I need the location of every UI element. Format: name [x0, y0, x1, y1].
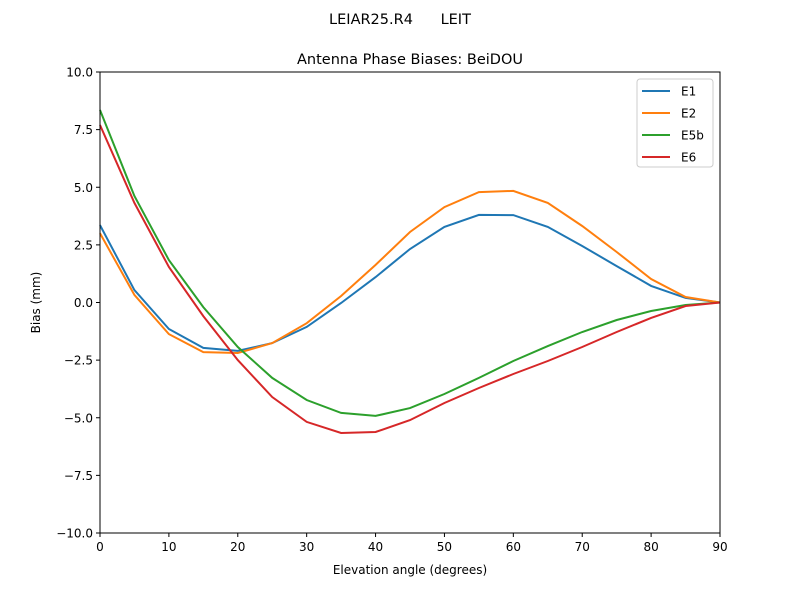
x-tick-label: 80	[643, 540, 658, 554]
legend-label-e5b: E5b	[681, 129, 704, 143]
y-axis-label: Bias (mm)	[29, 272, 43, 334]
legend-label-e1: E1	[681, 85, 696, 99]
plot-area	[99, 109, 721, 435]
x-tick-label: 50	[437, 540, 452, 554]
series-line-e2	[99, 189, 721, 355]
y-tick-label: −7.5	[64, 469, 93, 483]
series-line-e5b	[99, 109, 721, 417]
legend-label-e6: E6	[681, 151, 696, 165]
chart-title: Antenna Phase Biases: BeiDOU	[297, 52, 523, 68]
y-tick-label: 10.0	[66, 66, 93, 80]
x-axis: 0 10 20 30 40 50 60 70 80 90	[96, 533, 728, 554]
legend-label-e2: E2	[681, 107, 696, 121]
x-tick-label: 30	[299, 540, 314, 554]
x-tick-label: 20	[230, 540, 245, 554]
y-tick-label: −10.0	[56, 527, 93, 541]
x-tick-label: 90	[712, 540, 727, 554]
x-tick-label: 0	[96, 540, 104, 554]
series-line-e1	[99, 213, 721, 352]
y-tick-label: 7.5	[74, 123, 93, 137]
legend: E1 E2 E5b E6	[636, 78, 714, 168]
chart-suptitle: LEIAR25.R4 LEIT	[329, 12, 471, 28]
x-tick-label: 60	[506, 540, 521, 554]
y-tick-label: −5.0	[64, 411, 93, 425]
x-tick-label: 40	[368, 540, 383, 554]
x-tick-label: 10	[161, 540, 176, 554]
y-tick-label: −2.5	[64, 354, 93, 368]
y-tick-label: 2.5	[74, 238, 93, 252]
series-line-e6	[99, 124, 721, 435]
y-tick-label: 5.0	[74, 181, 93, 195]
y-tick-label: 0.0	[74, 296, 93, 310]
y-axis: 10.0 7.5 5.0 2.5 0.0 −2.5 −5.0 −7.5 −10.0	[56, 66, 100, 541]
x-tick-label: 70	[575, 540, 590, 554]
x-axis-label: Elevation angle (degrees)	[333, 563, 487, 577]
legend-box	[636, 78, 714, 168]
